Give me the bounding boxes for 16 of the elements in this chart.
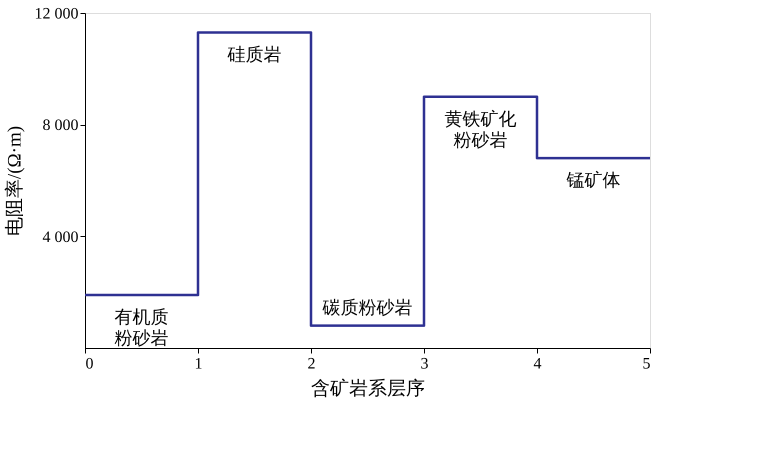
annotation: 硅质岩 <box>226 44 282 65</box>
y-tick-label: 12 000 <box>34 6 78 22</box>
annotation: 有机质粉砂岩 <box>114 306 168 348</box>
x-tick-label: 4 <box>534 356 542 372</box>
x-tick-label: 2 <box>308 356 316 372</box>
y-tick-label: 8 000 <box>42 117 78 134</box>
annotation: 碳质粉砂岩 <box>322 298 412 318</box>
annotation: 锰矿体 <box>566 170 620 190</box>
y-axis-title: 电阻率/(Ω·m) <box>4 126 26 236</box>
x-tick-label: 5 <box>642 356 650 372</box>
x-tick-label: 3 <box>420 356 428 372</box>
annotation: 黄铁矿化粉砂岩 <box>444 108 516 150</box>
y-tick-label: 4 000 <box>42 228 78 246</box>
x-tick-label: 1 <box>194 356 202 372</box>
x-tick-label: 0 <box>86 356 94 372</box>
x-axis-title: 含矿岩系层序 <box>311 378 425 400</box>
